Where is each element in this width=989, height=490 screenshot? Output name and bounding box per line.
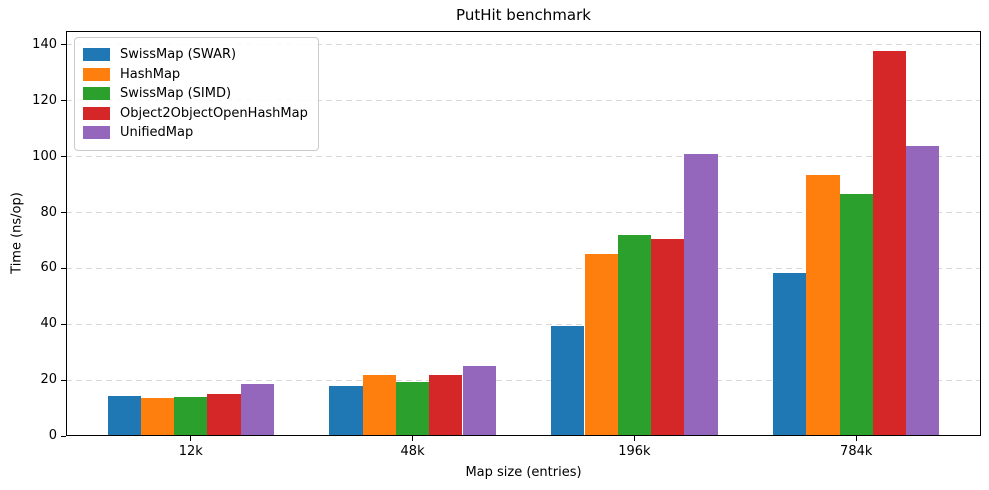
legend-label: HashMap [120,66,181,82]
legend-item: UnifiedMap [83,123,308,143]
y-tick-label: 40 [40,316,57,332]
y-tick-label: 20 [40,372,57,388]
plot-area: SwissMap (SWAR) HashMap SwissMap (SIMD) Obj… [66,31,981,436]
bar-object2objectopenhashmap [872,50,907,436]
legend-swatch [83,126,110,140]
y-tick-label: 60 [40,260,57,276]
legend-label: SwissMap (SWAR) [120,47,237,63]
y-tick-label: 80 [40,204,57,220]
bar-unifiedmap [684,153,718,436]
x-tick-mark [855,436,857,441]
bar-unifiedmap [240,384,274,436]
bar-swissmap-swar [107,395,141,436]
gridline [66,323,981,325]
bar-unifiedmap [462,366,496,436]
legend-label: UnifiedMap [120,125,194,141]
bar-swissmap-simd [174,396,208,436]
x-tick-mark [633,436,635,441]
bar-unifiedmap [906,145,940,436]
gridline [66,379,981,381]
legend: SwissMap (SWAR) HashMap SwissMap (SIMD) Obj… [74,37,319,151]
bar-object2objectopenhashmap [207,394,241,436]
legend-swatch [83,67,110,81]
bar-hashmap [140,398,175,436]
y-tick-mark [61,100,66,102]
legend-swatch [83,48,110,62]
gridline [66,212,981,214]
legend-swatch [83,87,110,101]
bar-swissmap-simd [839,194,873,436]
bar-swissmap-swar [773,272,807,436]
y-tick-mark [61,212,66,214]
x-tick-label: 48k [400,444,425,459]
y-tick-mark [61,323,66,325]
y-tick-label: 120 [32,92,57,108]
y-tick-mark [61,379,66,381]
chart-title: PutHit benchmark [456,6,591,24]
legend-item: HashMap [83,65,308,85]
legend-item: Object2ObjectOpenHashMap [83,104,308,124]
y-tick-label: 0 [48,428,57,443]
bar-swissmap-swar [329,385,363,436]
bar-object2objectopenhashmap [651,239,685,436]
x-tick-label: 196k [618,444,651,459]
x-tick-mark [190,436,192,441]
gridline [66,156,981,158]
legend-item: SwissMap (SWAR) [83,45,308,65]
legend-label: Object2ObjectOpenHashMap [120,105,308,121]
bar-hashmap [584,254,618,436]
x-tick-mark [412,436,414,441]
bar-swissmap-simd [395,381,430,436]
y-tick-label: 100 [32,148,57,164]
bar-swissmap-simd [617,234,652,436]
x-axis-label: Map size (entries) [465,465,582,480]
y-tick-label: 140 [32,36,57,52]
x-tick-label: 784k [840,444,873,459]
gridline [66,267,981,269]
bar-swissmap-swar [551,325,585,436]
y-tick-mark [61,435,66,437]
legend-label: SwissMap (SIMD) [120,86,232,102]
y-tick-mark [61,44,66,46]
legend-item: SwissMap (SIMD) [83,84,308,104]
gridline [66,100,981,102]
y-tick-mark [61,267,66,269]
x-tick-label: 12k [178,444,203,459]
legend-swatch [83,106,110,120]
y-tick-mark [61,156,66,158]
bar-object2objectopenhashmap [429,374,463,436]
gridline [66,44,981,46]
bar-hashmap [362,374,396,436]
bar-hashmap [806,174,840,436]
